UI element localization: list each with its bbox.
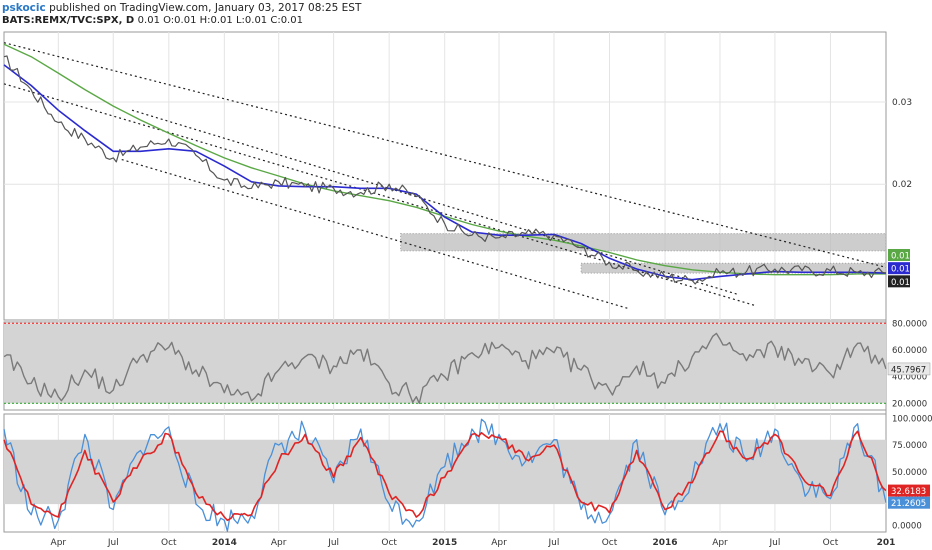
stoch-last-value-tag <box>888 484 930 497</box>
stoch-k-line <box>3 418 887 532</box>
rsi-y-tick-label: 60.0000 <box>892 346 927 356</box>
rsi-last-value-text: 45.7967 <box>891 365 926 375</box>
publish-text: published on TradingView.com, January 03… <box>49 2 362 14</box>
x-tick-label: Jul <box>768 538 780 548</box>
last-value-tag <box>888 262 910 275</box>
last-value-text: 0.01 <box>891 265 910 275</box>
main-y-tick-label: 0.03 <box>892 98 912 108</box>
stoch-last-value-text: 21.2605 <box>891 499 926 509</box>
rsi-y-tick-label: 80.0000 <box>892 319 927 329</box>
stoch-y-tick-label: 100.0000 <box>892 414 932 424</box>
rsi-last-value-tag <box>887 362 931 376</box>
x-tick-label: 2016 <box>653 538 678 548</box>
publish-line: pskocic published on TradingView.com, Ja… <box>2 2 361 14</box>
x-tick-label: 2014 <box>212 538 237 548</box>
x-tick-label: Jul <box>327 538 339 548</box>
main-y-tick-label: 0.02 <box>892 180 912 190</box>
last-value-tag <box>888 248 910 261</box>
stoch-y-tick-label: 50.0000 <box>892 468 927 478</box>
rsi-band <box>4 323 886 404</box>
x-tick-label: Oct <box>161 538 177 548</box>
channel-trendline <box>3 83 757 307</box>
stoch-band <box>4 439 886 505</box>
x-tick-label: Oct <box>381 538 397 548</box>
last-value-tag <box>888 275 910 288</box>
channel-trendline <box>131 109 739 296</box>
ohlc-readout: 0.01 O:0.01 H:0.01 L:0.01 C:0.01 <box>137 15 303 26</box>
x-tick-label: Apr <box>712 538 728 548</box>
symbol-name[interactable]: BATS:REMX/TVC:SPX, D <box>2 15 135 26</box>
x-tick-label: Oct <box>602 538 618 548</box>
resistance-zone <box>400 233 887 252</box>
x-tick-label: 201 <box>877 538 896 548</box>
x-tick-label: 2015 <box>432 538 457 548</box>
stoch-d-line <box>3 430 887 522</box>
author-link[interactable]: pskocic <box>2 2 46 14</box>
x-tick-label: Jul <box>548 538 560 548</box>
x-tick-label: Apr <box>491 538 507 548</box>
stoch-last-value-tag <box>888 496 930 509</box>
rsi-y-tick-label: 40.0000 <box>892 373 927 383</box>
symbol-line: BATS:REMX/TVC:SPX, D 0.01 O:0.01 H:0.01 … <box>2 15 303 26</box>
last-value-text: 0.01 <box>891 278 910 288</box>
rsi-line <box>3 332 887 404</box>
channel-trendline <box>3 42 887 268</box>
x-tick-label: Apr <box>51 538 67 548</box>
ma-fast-line <box>3 64 887 281</box>
price-line <box>3 55 887 285</box>
stoch-y-tick-label: 0.0000 <box>892 522 922 532</box>
stoch-y-tick-label: 75.0000 <box>892 441 927 451</box>
rsi-y-tick-label: 20.0000 <box>892 399 927 409</box>
x-tick-label: Apr <box>271 538 287 548</box>
stoch-last-value-text: 32.6183 <box>891 487 926 497</box>
last-value-text: 0.01 <box>891 251 910 261</box>
x-tick-label: Jul <box>107 538 119 548</box>
x-tick-label: Oct <box>823 538 839 548</box>
